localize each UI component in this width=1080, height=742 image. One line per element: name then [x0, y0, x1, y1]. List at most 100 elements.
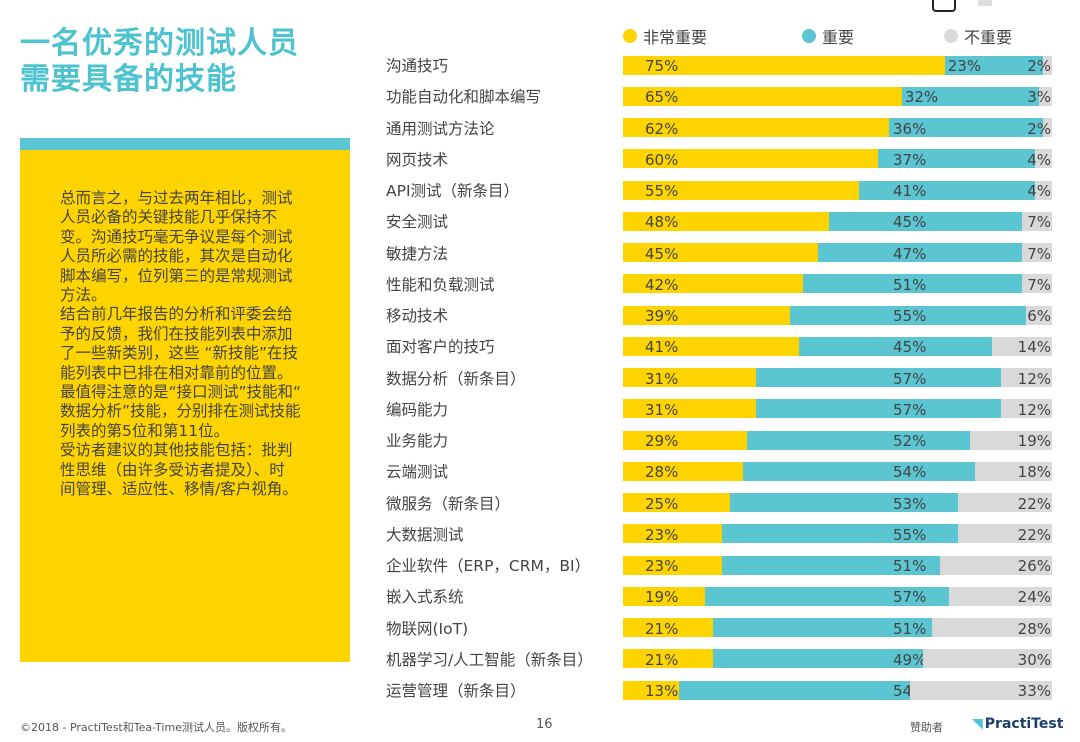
segment-very-important — [623, 493, 731, 512]
segment-not-important — [923, 649, 1052, 669]
segment-not-important — [1039, 86, 1052, 106]
value-label: 6% — [1027, 307, 1051, 325]
category-label: 运营管理（新条目） — [386, 682, 526, 700]
value-label: 42% — [645, 275, 679, 294]
segment-important — [730, 493, 958, 512]
category-label: 通用测试方法论 — [386, 119, 495, 138]
summary-line: 人员必备的关键技能几乎保持不 — [60, 208, 278, 227]
practitest-logo: ◥ PractiTest — [972, 716, 1063, 732]
segment-very-important — [623, 586, 705, 606]
segment-important — [798, 336, 992, 356]
legend-dot — [623, 29, 637, 43]
segment-very-important — [623, 430, 748, 450]
value-label: 45% — [893, 213, 927, 232]
legend-label: 重要 — [822, 28, 855, 47]
category-label: 机器学习/人工智能（新条目） — [386, 650, 593, 669]
segment-very-important — [623, 211, 829, 231]
value-label: 54% — [893, 463, 927, 482]
category-label: 业务能力 — [386, 432, 449, 450]
summary-line: 总而言之，与过去两年相比，测试 — [60, 189, 293, 207]
segment-not-important — [970, 430, 1052, 450]
value-label: 21% — [645, 650, 679, 669]
summary-line: 间管理、适应性、移情/客户视角。 — [60, 480, 298, 499]
sponsor-label: 赞助者 — [910, 721, 943, 734]
logo-text: PractiTest — [984, 716, 1064, 732]
value-label: 13% — [645, 682, 679, 700]
summary-line: 结合前几年报告的分析和评委会给 — [60, 305, 293, 324]
value-label: 51% — [893, 557, 927, 575]
segment-not-important — [1043, 55, 1052, 75]
segment-important — [803, 274, 1022, 294]
category-label: 企业软件（ERP，CRM，BI） — [386, 557, 591, 575]
summary-line: 能列表中已排在相对靠前的位置。 — [60, 363, 293, 382]
segment-important — [704, 586, 950, 606]
segment-not-important — [1021, 211, 1052, 231]
value-label: 48% — [645, 213, 679, 232]
value-label: 31% — [645, 400, 679, 419]
value-label: 19% — [1017, 432, 1051, 450]
value-label: 22% — [1017, 494, 1051, 513]
page-number: 16 — [536, 717, 553, 732]
segment-important — [858, 180, 1035, 200]
logo-icon: ◥ — [972, 716, 983, 732]
value-label: 57% — [893, 588, 927, 607]
legend-label: 不重要 — [964, 28, 1013, 47]
segment-important — [721, 524, 958, 544]
segment-not-important — [910, 680, 1052, 700]
segment-important — [828, 211, 1022, 231]
value-label: 31% — [645, 369, 679, 388]
value-label: 29% — [645, 432, 679, 450]
category-label: 安全测试 — [386, 213, 449, 232]
value-label: 21% — [645, 619, 679, 638]
segment-very-important — [623, 680, 679, 700]
summary-line: 予的反馈，我们在技能列表中添加 — [60, 324, 293, 343]
segment-not-important — [931, 618, 1052, 637]
segment-important — [747, 430, 971, 450]
value-label: 7% — [1027, 213, 1051, 232]
value-label: 55% — [893, 525, 927, 544]
summary-line: 了一些新类别，这些 “新技能”在技 — [60, 344, 298, 363]
category-label: API测试（新条目） — [386, 182, 520, 200]
category-label: 沟通技巧 — [386, 57, 449, 75]
segment-important — [877, 149, 1035, 169]
value-label: 7% — [1027, 244, 1051, 263]
segment-important — [790, 305, 1027, 325]
segment-very-important — [623, 368, 756, 387]
value-label: 19% — [645, 588, 679, 607]
segment-important — [678, 680, 911, 700]
value-label: 51% — [893, 275, 927, 294]
value-label: 26% — [1017, 557, 1051, 575]
category-label: 敏捷方法 — [386, 244, 449, 263]
value-label: 33% — [1017, 682, 1051, 700]
summary-line: 人员所必需的技能，其次是自动化 — [60, 247, 293, 266]
value-label: 14% — [1017, 338, 1051, 357]
value-label: 53% — [893, 494, 927, 513]
copyright: ©2018 - PractiTest和Tea-Time测试人员。版权所有。 — [20, 721, 292, 734]
category-label: 嵌入式系统 — [386, 588, 464, 607]
value-label: 2% — [1027, 57, 1051, 75]
value-label: 60% — [645, 150, 679, 169]
value-label: 65% — [645, 88, 679, 107]
segment-important — [901, 86, 1040, 106]
category-label: 数据分析（新条目） — [386, 369, 526, 388]
segment-important — [713, 649, 924, 669]
value-label: 28% — [645, 463, 679, 482]
segment-not-important — [949, 586, 1052, 606]
value-label: 4% — [1027, 182, 1051, 200]
segment-very-important — [623, 461, 744, 481]
segment-not-important — [957, 493, 1052, 512]
value-label: 57% — [893, 369, 927, 388]
summary-line: 数据分析”技能，分别排在测试技能 — [60, 402, 301, 421]
value-label: 49% — [893, 650, 927, 669]
segment-very-important — [623, 149, 878, 169]
summary-line: 变。沟通技巧毫无争议是每个测试 — [60, 227, 293, 246]
value-label: 23% — [645, 557, 679, 575]
value-label: 30% — [1017, 650, 1051, 669]
segment-important — [743, 461, 975, 481]
segment-very-important — [623, 86, 902, 106]
value-label: 52% — [893, 432, 927, 450]
segment-very-important — [623, 305, 791, 325]
summary-line: 方法。 — [60, 286, 107, 305]
segment-very-important — [623, 180, 859, 200]
value-label: 45% — [893, 338, 927, 357]
